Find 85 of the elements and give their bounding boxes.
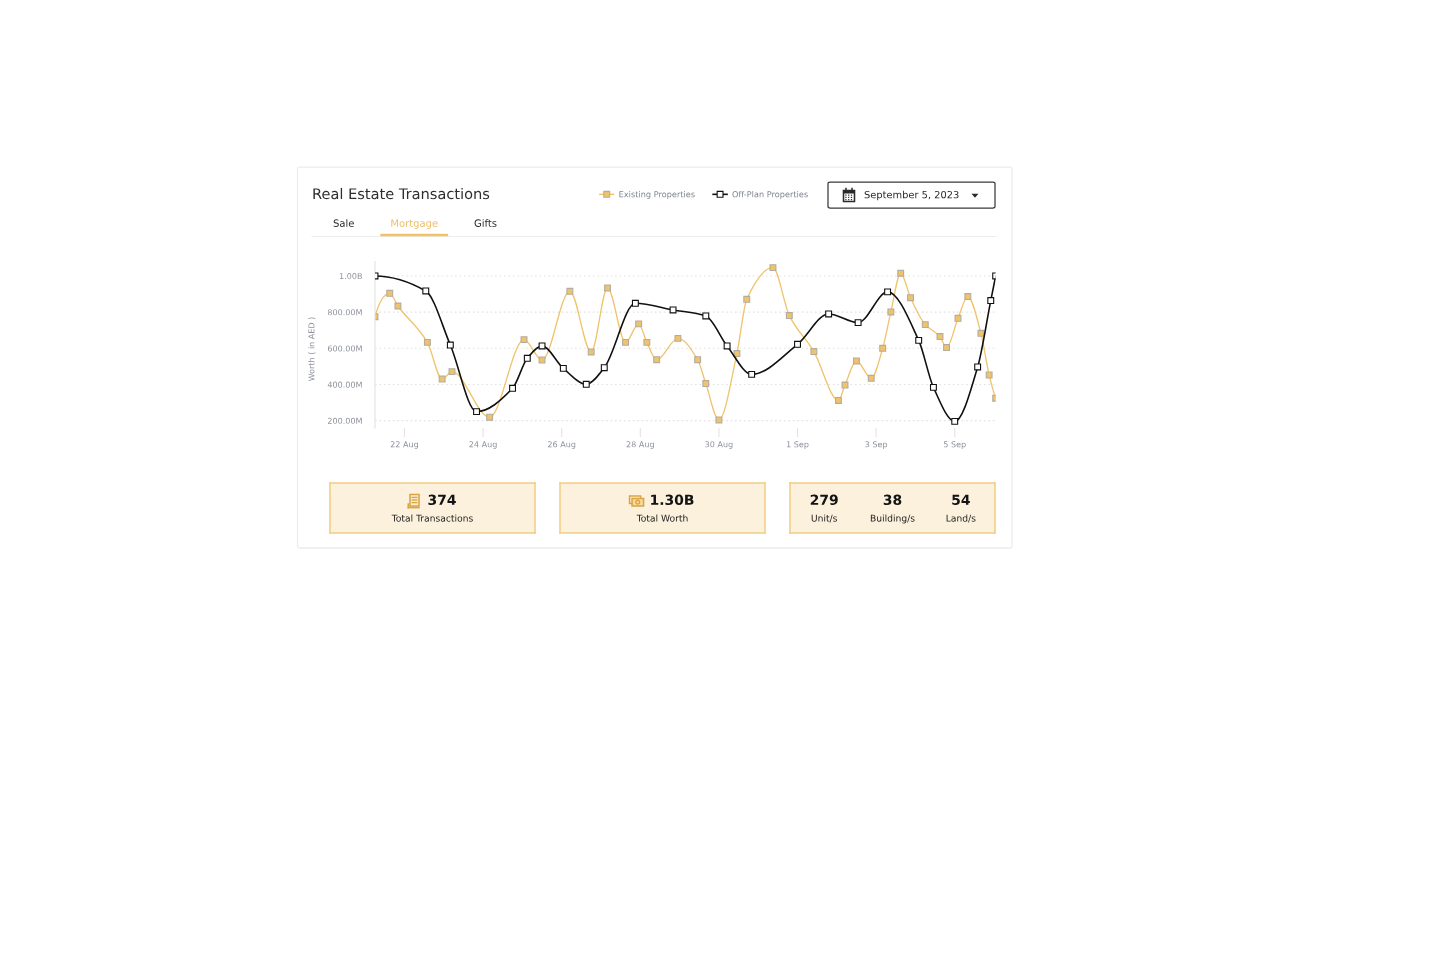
point xyxy=(448,368,456,376)
chart-title: Real Estate Transactions xyxy=(313,187,490,200)
point xyxy=(600,364,608,372)
text: 38 xyxy=(883,494,902,506)
point xyxy=(631,299,639,307)
text: 279 xyxy=(810,494,838,506)
point xyxy=(653,356,661,364)
point xyxy=(587,348,595,356)
text: 54 xyxy=(952,494,970,506)
x-tick-label: 22 Aug xyxy=(390,441,419,449)
point xyxy=(438,375,446,383)
x-tick-label: 5 Sep xyxy=(943,441,966,449)
point xyxy=(702,380,710,388)
point xyxy=(834,396,842,404)
y-axis-title: Worth ( in AED ) xyxy=(308,317,316,382)
point xyxy=(559,364,567,372)
x-tick-label: 24 Aug xyxy=(469,441,497,449)
point xyxy=(985,371,993,379)
point xyxy=(386,289,394,297)
point xyxy=(582,380,590,388)
point xyxy=(674,334,682,342)
x-tick-label: 30 Aug xyxy=(705,441,733,449)
point xyxy=(566,287,574,295)
point xyxy=(635,320,643,328)
legend-label: Existing Properties xyxy=(619,190,695,199)
point xyxy=(748,370,756,378)
point xyxy=(929,383,937,391)
point xyxy=(887,308,895,316)
y-tick-label: 600.00M xyxy=(327,345,362,352)
legend-label: Off-Plan Properties xyxy=(732,190,808,199)
point xyxy=(622,338,630,346)
point xyxy=(897,269,905,277)
chart-subtitle: September 5, 2023 xyxy=(864,190,959,201)
point xyxy=(951,417,959,425)
text: 374 xyxy=(428,494,456,506)
x-tick-label: 3 Sep xyxy=(865,441,888,449)
text: 1.30B xyxy=(651,494,694,506)
x-tick-label: 28 Aug xyxy=(626,441,654,449)
text: Building/s xyxy=(870,514,915,524)
point xyxy=(702,312,710,320)
point xyxy=(974,363,982,371)
point xyxy=(733,350,741,358)
point xyxy=(977,329,985,337)
text: Land/s xyxy=(946,514,976,523)
point xyxy=(867,374,875,382)
point xyxy=(446,341,454,349)
text: Unit/s xyxy=(811,514,837,523)
text: Sale xyxy=(333,219,354,227)
y-tick-label: 1.00B xyxy=(339,273,362,280)
point xyxy=(854,319,862,327)
y-tick-label: 200.00M xyxy=(327,417,362,424)
point xyxy=(964,293,972,301)
point xyxy=(694,356,702,364)
text: Total Transactions xyxy=(391,514,473,522)
point xyxy=(743,295,751,303)
point xyxy=(604,284,612,292)
point xyxy=(987,297,995,305)
point xyxy=(643,338,651,346)
point xyxy=(884,288,892,296)
x-tick-label: 1 Sep xyxy=(786,441,809,449)
point xyxy=(769,264,777,272)
point xyxy=(723,342,731,350)
point xyxy=(810,348,818,356)
point xyxy=(825,310,833,318)
point xyxy=(879,344,887,352)
text: Mortgage xyxy=(391,219,438,229)
point xyxy=(785,312,793,320)
x-tick-label: 26 Aug xyxy=(548,441,576,449)
point xyxy=(423,338,431,346)
point xyxy=(715,416,723,424)
point xyxy=(538,356,546,364)
point xyxy=(943,344,951,352)
point xyxy=(509,384,517,392)
y-tick-label: 400.00M xyxy=(327,381,362,388)
point xyxy=(523,354,531,362)
text: Gifts xyxy=(474,219,497,227)
point xyxy=(486,413,494,421)
point xyxy=(915,336,923,344)
y-tick-label: 800.00M xyxy=(327,309,362,316)
text: Total Worth xyxy=(636,514,688,522)
point xyxy=(538,342,546,350)
point xyxy=(907,294,914,302)
point xyxy=(794,340,801,348)
point xyxy=(473,408,481,416)
point xyxy=(921,321,929,329)
